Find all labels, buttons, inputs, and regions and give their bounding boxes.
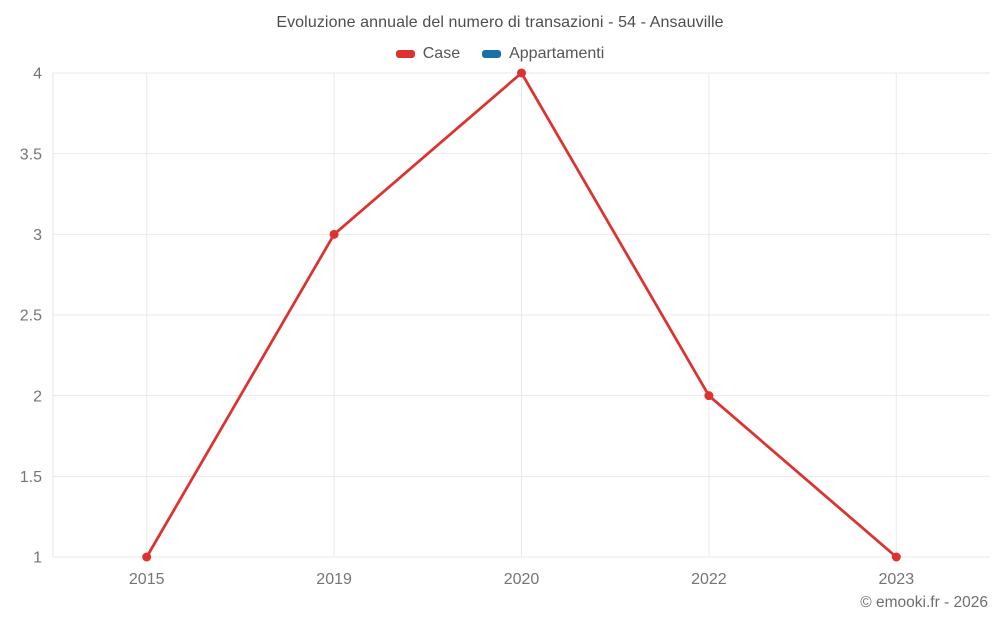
x-axis-tick-label: 2022 bbox=[691, 571, 727, 588]
data-point-case[interactable] bbox=[142, 552, 152, 562]
chart-title: Evoluzione annuale del numero di transaz… bbox=[276, 14, 724, 31]
data-point-case[interactable] bbox=[891, 552, 901, 562]
x-axis-tick-label: 2019 bbox=[316, 571, 352, 588]
y-axis-tick-label: 1.5 bbox=[20, 469, 42, 486]
y-axis-tick-label: 3 bbox=[33, 227, 42, 244]
x-axis-tick-label: 2015 bbox=[129, 571, 165, 588]
copyright-text: © emooki.fr - 2026 bbox=[860, 594, 988, 611]
legend-label-case: Case bbox=[422, 45, 461, 62]
y-axis-tick-label: 2.5 bbox=[20, 308, 42, 325]
x-axis-tick-label: 2023 bbox=[879, 571, 915, 588]
data-point-case[interactable] bbox=[517, 68, 526, 78]
data-point-case[interactable] bbox=[329, 229, 339, 239]
legend-label-appartamenti: Appartamenti bbox=[509, 45, 605, 62]
data-point-case[interactable] bbox=[704, 391, 714, 401]
legend-item-appartamenti[interactable]: Appartamenti bbox=[482, 45, 604, 63]
y-axis-tick-label: 3.5 bbox=[20, 146, 42, 163]
chart-legend: Case Appartamenti bbox=[0, 45, 1000, 63]
legend-item-case[interactable]: Case bbox=[395, 45, 461, 63]
legend-swatch-appartamenti-icon bbox=[482, 50, 502, 58]
legend-swatch-case-icon bbox=[395, 50, 415, 58]
y-axis-tick-label: 1 bbox=[33, 550, 42, 567]
y-axis-tick-label: 2 bbox=[33, 388, 42, 405]
x-axis-tick-label: 2020 bbox=[504, 571, 540, 588]
y-axis-tick-label: 4 bbox=[33, 66, 42, 83]
